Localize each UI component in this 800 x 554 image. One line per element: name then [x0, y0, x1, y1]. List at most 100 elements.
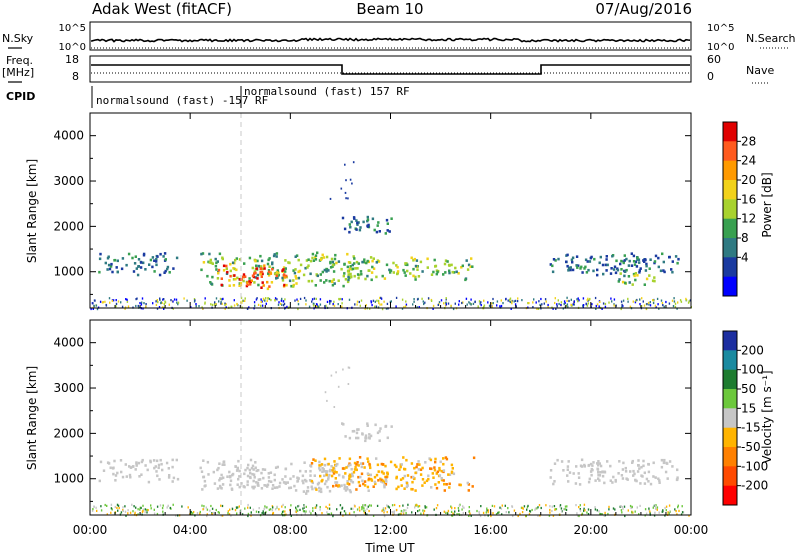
echo-cell	[412, 259, 415, 262]
ground-scatter-cell	[127, 509, 129, 512]
ground-scatter-cell	[470, 303, 472, 306]
echo-cell	[350, 220, 353, 224]
ground-scatter-cell	[391, 511, 393, 514]
echo-cell	[375, 230, 379, 234]
echo-cell	[155, 470, 158, 473]
ground-scatter-cell	[341, 507, 343, 510]
echo-cell	[588, 260, 592, 263]
ground-scatter-cell	[454, 302, 456, 305]
x-tick-label: 00:00	[73, 523, 108, 537]
ground-scatter-cell	[478, 512, 481, 515]
ground-scatter-cell	[99, 300, 102, 303]
ground-scatter-cell	[483, 305, 485, 308]
echo-cell	[301, 474, 305, 478]
ground-scatter-cell	[681, 511, 684, 514]
ground-scatter-cell	[421, 297, 423, 300]
echo-cell	[400, 463, 403, 466]
ground-scatter-cell	[121, 305, 124, 308]
echo-cell	[243, 262, 246, 265]
echo-cell	[311, 256, 314, 260]
echo-cell	[176, 477, 180, 481]
echo-cell	[332, 263, 335, 267]
echo-cell	[270, 281, 274, 284]
echo-cell	[605, 255, 608, 258]
ground-scatter-cell	[135, 298, 137, 301]
echo-cell	[319, 258, 323, 261]
echo-cell	[554, 259, 557, 262]
echo-cell	[649, 258, 652, 261]
echo-cell	[236, 483, 239, 486]
echo-cell	[132, 270, 136, 273]
ground-scatter-cell	[533, 298, 535, 301]
ground-scatter-cell	[540, 506, 542, 510]
ground-scatter-cell	[416, 503, 418, 507]
ground-scatter-cell	[451, 514, 454, 517]
echo-cell	[366, 424, 369, 427]
ground-scatter-cell	[417, 510, 419, 513]
echo-cell	[367, 269, 370, 272]
ground-scatter-cell	[311, 300, 313, 303]
echo-cell	[598, 261, 601, 265]
ground-scatter-cell	[621, 505, 623, 509]
ground-scatter-cell	[488, 304, 491, 307]
echo-cell	[310, 485, 313, 489]
ground-scatter-cell	[649, 301, 651, 304]
echo-cell	[225, 264, 228, 268]
velocity-heatmap	[91, 366, 690, 518]
echo-cell	[412, 274, 415, 278]
ground-scatter-cell	[486, 507, 488, 510]
echo-cell	[617, 472, 620, 475]
echo-cell	[445, 457, 449, 461]
echo-cell	[399, 478, 403, 481]
ground-scatter-cell	[511, 505, 514, 508]
ground-scatter-cell	[177, 301, 180, 304]
ground-scatter-cell	[241, 513, 244, 516]
echo-cell	[425, 479, 429, 483]
echo-cell	[357, 436, 360, 440]
echo-cell	[338, 473, 341, 477]
echo-cell	[141, 458, 144, 462]
echo-cell	[654, 254, 658, 258]
echo-cell	[305, 259, 309, 262]
ground-scatter-cell	[620, 505, 622, 508]
echo-cell	[314, 284, 317, 287]
colorbar-frame	[722, 121, 738, 297]
echo-cell	[199, 466, 202, 470]
isolated-echo	[329, 197, 332, 200]
ground-scatter-cell	[364, 307, 366, 310]
ground-scatter-cell	[356, 508, 359, 511]
ground-scatter-cell	[445, 303, 447, 306]
echo-cell	[319, 273, 322, 276]
ground-scatter-cell	[649, 510, 651, 513]
nsky-tick-high: 10^5	[59, 23, 86, 34]
x-tick-label: 20:00	[574, 523, 609, 537]
echo-cell	[266, 483, 270, 487]
ground-scatter-cell	[339, 297, 342, 301]
echo-cell	[401, 477, 405, 480]
ground-scatter-cell	[383, 300, 385, 303]
echo-cell	[306, 486, 310, 489]
echo-cell	[137, 461, 141, 465]
echo-cell	[114, 479, 117, 482]
echo-cell	[330, 465, 333, 468]
ground-scatter-cell	[290, 504, 292, 507]
colorbar-swatch	[723, 389, 737, 409]
ground-scatter-cell	[668, 302, 671, 305]
ground-scatter-cell	[124, 307, 126, 310]
echo-cell	[628, 281, 631, 284]
ground-scatter-cell	[653, 299, 655, 302]
ground-scatter-cell	[209, 509, 211, 512]
echo-cell	[378, 439, 381, 442]
echo-cell	[580, 265, 583, 269]
echo-cell	[619, 262, 622, 266]
ground-scatter-cell	[164, 300, 166, 303]
ground-scatter-cell	[482, 511, 485, 514]
ground-scatter-cell	[150, 504, 152, 507]
echo-cell	[606, 263, 609, 267]
echo-cell	[631, 283, 634, 286]
echo-cell	[323, 482, 327, 486]
ground-scatter-cell	[169, 506, 171, 510]
ground-scatter-cell	[302, 507, 304, 510]
ground-scatter-cell	[173, 298, 176, 301]
echo-cell	[270, 480, 273, 483]
